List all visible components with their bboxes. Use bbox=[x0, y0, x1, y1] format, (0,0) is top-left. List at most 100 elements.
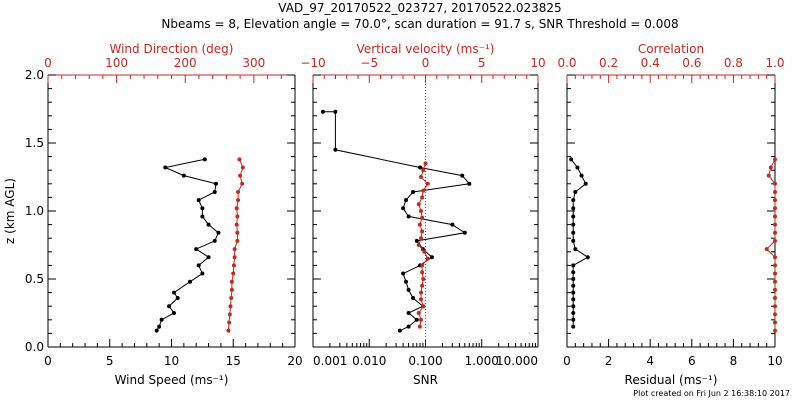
red-series-point bbox=[773, 287, 777, 292]
red-series-point bbox=[773, 271, 777, 276]
red-series-point bbox=[773, 320, 777, 325]
red-series-point bbox=[768, 165, 773, 170]
black-series-point bbox=[196, 198, 201, 203]
red-series-point bbox=[419, 236, 423, 241]
black-series-point bbox=[575, 165, 580, 170]
red-series-point bbox=[421, 304, 426, 309]
black-series-point bbox=[418, 165, 423, 170]
red-series-point bbox=[238, 173, 243, 178]
y-tick-label: 0.5 bbox=[25, 272, 44, 286]
red-series-point bbox=[417, 222, 422, 227]
black-series-point bbox=[320, 109, 325, 114]
red-series-line bbox=[765, 159, 776, 331]
panel-3: 0 2 4 6 8 10 Residual (ms⁻¹) 0.0 0.2 0.4 0.6 0.8 1.0… bbox=[557, 42, 784, 387]
x2-tick-label: 100 bbox=[105, 56, 128, 70]
red-series-point bbox=[235, 238, 240, 243]
black-series-point bbox=[406, 287, 411, 292]
red-series-point bbox=[773, 181, 777, 186]
x-axis-label: SNR bbox=[413, 373, 438, 387]
black-series-point bbox=[196, 263, 201, 268]
black-series-point bbox=[571, 297, 576, 302]
x-tick-label: 1.000 bbox=[465, 354, 499, 368]
black-series-line bbox=[156, 158, 220, 331]
black-series-point bbox=[200, 214, 205, 219]
black-series-point bbox=[579, 173, 584, 178]
red-series-point bbox=[419, 317, 423, 322]
black-series-point bbox=[411, 296, 416, 301]
red-series-point bbox=[240, 181, 245, 186]
black-series-point bbox=[571, 290, 576, 295]
footer-note: Plot created on Fri Jun 2 16:38:10 2017 bbox=[633, 389, 790, 398]
red-series-point bbox=[420, 195, 425, 200]
red-series-point bbox=[420, 270, 425, 275]
x2-tick-label: 0.0 bbox=[557, 56, 576, 70]
black-series-point bbox=[571, 304, 576, 309]
black-series-point bbox=[571, 270, 576, 275]
red-series-point bbox=[236, 189, 241, 194]
black-series-point bbox=[571, 324, 576, 329]
black-series-point bbox=[573, 247, 578, 252]
black-series-point bbox=[571, 317, 576, 322]
red-series-point bbox=[229, 296, 234, 301]
red-series-point bbox=[229, 279, 234, 284]
x-tick-label: 0 bbox=[563, 354, 571, 368]
x-axis-label: Residual (ms⁻¹) bbox=[625, 373, 718, 387]
red-series-point bbox=[417, 324, 422, 329]
x-tick-label: 10 bbox=[164, 354, 179, 368]
red-series-point bbox=[425, 256, 430, 261]
x2-tick-label: −5 bbox=[360, 56, 378, 70]
y-axis-label: z (km AGL) bbox=[3, 178, 17, 244]
red-series-point bbox=[240, 165, 245, 170]
black-series-point bbox=[175, 296, 180, 301]
black-series-point bbox=[573, 189, 578, 194]
x2-tick-label: 300 bbox=[242, 56, 265, 70]
black-series-point bbox=[167, 304, 172, 309]
x2-axis-label: Wind Direction (deg) bbox=[110, 42, 234, 56]
black-series-point bbox=[571, 277, 576, 281]
x-tick-label: 6 bbox=[688, 354, 696, 368]
red-series-point bbox=[236, 198, 241, 203]
black-series-point bbox=[414, 317, 419, 322]
red-series-point bbox=[235, 214, 240, 219]
red-series-line bbox=[227, 159, 244, 331]
red-series-point bbox=[232, 247, 237, 252]
x2-tick-label: 0.4 bbox=[641, 56, 660, 70]
red-series-point bbox=[227, 320, 232, 325]
red-series-point bbox=[420, 283, 425, 288]
black-series-point bbox=[460, 173, 465, 178]
red-series-point bbox=[419, 209, 423, 213]
red-series-point bbox=[773, 206, 777, 211]
black-series-point bbox=[571, 263, 576, 268]
black-series-point bbox=[181, 173, 186, 178]
x-tick-label: 0.001 bbox=[313, 354, 347, 368]
red-series-point bbox=[773, 255, 777, 260]
x2-tick-label: 0.2 bbox=[599, 56, 618, 70]
black-series-point bbox=[213, 181, 218, 186]
x-tick-label: 10 bbox=[767, 354, 782, 368]
y-tick-label: 0.0 bbox=[25, 340, 44, 354]
x2-tick-label: 5 bbox=[478, 56, 486, 70]
figure-title-line2: Nbeams = 8, Elevation angle = 70.0°, sca… bbox=[161, 17, 678, 31]
black-series-point bbox=[571, 214, 576, 219]
red-series-point bbox=[773, 189, 777, 194]
red-series-point bbox=[419, 290, 423, 295]
red-series-point bbox=[773, 279, 777, 284]
red-series-point bbox=[234, 222, 239, 227]
red-series-point bbox=[229, 287, 234, 292]
red-series-point bbox=[419, 297, 423, 302]
black-series-point bbox=[571, 206, 576, 211]
red-series-point bbox=[773, 328, 777, 333]
black-series-point bbox=[401, 206, 406, 211]
x2-tick-label: −10 bbox=[300, 56, 325, 70]
black-series-point bbox=[159, 317, 164, 322]
red-series-point bbox=[421, 277, 426, 281]
red-series-point bbox=[773, 312, 777, 317]
x2-tick-label: 0 bbox=[44, 56, 52, 70]
red-series-point bbox=[773, 304, 777, 309]
red-series-point bbox=[773, 230, 777, 235]
red-series-point bbox=[773, 263, 777, 268]
red-series-point bbox=[234, 206, 239, 211]
black-series-point bbox=[583, 181, 588, 186]
